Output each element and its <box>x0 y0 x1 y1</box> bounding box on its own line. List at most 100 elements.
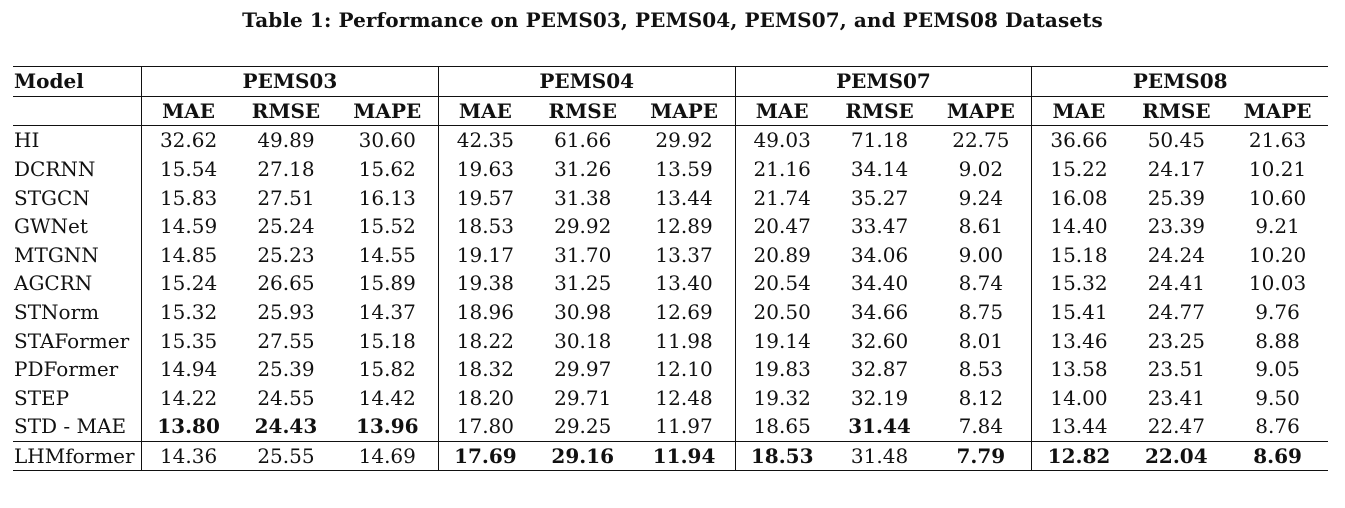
metric-header-mae: MAE <box>141 96 236 126</box>
metric-header-rmse: RMSE <box>1142 98 1211 123</box>
metric-value-cell: 15.32 <box>1031 269 1126 298</box>
metric-value-cell: 31.48 <box>850 444 909 469</box>
dataset-header-pems04: PEMS04 <box>437 66 736 97</box>
model-column-header-blank <box>13 96 142 126</box>
metric-value-cell: 17.80 <box>437 412 532 442</box>
metric-value-cell: 8.88 <box>1255 328 1300 353</box>
metric-value-cell: 25.93 <box>257 300 315 325</box>
model-name-cell: HI <box>14 128 40 153</box>
metric-value-cell: 20.50 <box>734 297 829 327</box>
metric-value-cell: 24.43 <box>254 414 318 439</box>
metric-value-cell: 14.55 <box>358 242 416 267</box>
dataset-header-pems03: PEMS03 <box>141 66 439 97</box>
model-name-cell: MTGNN <box>14 242 99 267</box>
model-name-cell: STD - MAE <box>14 414 127 439</box>
metric-value-cell: 31.25 <box>554 271 612 296</box>
metric-value-cell: 8.76 <box>1255 414 1300 439</box>
metric-value-cell: 34.40 <box>850 271 909 296</box>
metric-value-cell: 30.98 <box>554 300 612 325</box>
metric-value-cell: 13.58 <box>1031 354 1126 384</box>
metric-value-cell: 14.69 <box>358 444 416 469</box>
metric-value-cell: 27.55 <box>257 328 315 353</box>
metric-value-cell: 15.32 <box>141 297 236 327</box>
metric-value-cell: 12.89 <box>655 214 713 239</box>
metric-value-cell: 11.97 <box>655 414 713 439</box>
metric-value-cell: 34.06 <box>850 242 909 267</box>
metric-value-cell: 32.62 <box>141 125 236 155</box>
metric-value-cell: 24.17 <box>1147 157 1205 182</box>
metric-value-cell: 8.74 <box>958 271 1004 296</box>
metric-value-cell: 10.03 <box>1248 271 1307 296</box>
metric-header-mape: MAPE <box>353 98 422 123</box>
metric-value-cell: 30.18 <box>554 328 612 353</box>
table-row: GWNet 14.59 25.24 15.52 18.53 29.92 12.89 20.47… <box>13 211 1328 241</box>
metric-value-cell: 23.25 <box>1147 328 1205 353</box>
metric-value-cell: 13.40 <box>655 271 713 296</box>
metric-value-cell: 25.39 <box>1147 185 1205 210</box>
metric-value-cell: 71.18 <box>850 128 909 153</box>
metric-value-cell: 29.92 <box>554 214 612 239</box>
table-row: STD - MAE 13.80 24.43 13.96 17.80 29.25 11.97 1… <box>13 412 1328 442</box>
metric-value-cell: 15.82 <box>358 357 416 382</box>
metric-header-mape: MAPE <box>650 98 719 123</box>
table-row: LHMformer 14.36 25.55 14.69 17.69 29.16 11.94 1… <box>13 441 1328 471</box>
model-name-cell: STNorm <box>14 300 100 325</box>
metric-value-cell: 19.83 <box>734 354 829 384</box>
metric-value-cell: 19.38 <box>437 269 532 298</box>
metric-value-cell: 13.46 <box>1031 326 1126 355</box>
metric-value-cell: 19.14 <box>734 326 829 355</box>
table-row: PDFormer 14.94 25.39 15.82 18.32 29.97 12.10 19… <box>13 354 1328 384</box>
metric-value-cell: 9.21 <box>1255 214 1300 239</box>
metric-value-cell: 14.85 <box>141 240 236 270</box>
model-name-cell: GWNet <box>14 214 88 239</box>
metric-value-cell: 15.41 <box>1031 297 1126 327</box>
metric-value-cell: 14.94 <box>141 354 236 384</box>
metric-value-cell: 18.53 <box>437 211 532 241</box>
metric-value-cell: 18.20 <box>437 383 532 413</box>
metric-value-cell: 16.13 <box>358 185 416 210</box>
table-row: AGCRN 15.24 26.65 15.89 19.38 31.25 13.40 20.54… <box>13 269 1328 298</box>
metric-value-cell: 15.62 <box>358 157 416 182</box>
metric-value-cell: 15.52 <box>358 214 416 239</box>
metric-value-cell: 21.16 <box>734 154 829 184</box>
metric-header-mape: MAPE <box>1243 98 1312 123</box>
metric-value-cell: 14.00 <box>1031 383 1126 413</box>
table-row: DCRNN 15.54 27.18 15.62 19.63 31.26 13.59 21.16… <box>13 154 1328 184</box>
model-name-cell: STGCN <box>14 185 90 210</box>
metric-value-cell: 14.40 <box>1031 211 1126 241</box>
dataset-header-row: Model PEMS03 PEMS04 PEMS07 PEMS08 <box>13 66 1328 97</box>
metric-value-cell: 7.79 <box>956 444 1006 469</box>
metric-value-cell: 23.51 <box>1147 357 1205 382</box>
metric-value-cell: 29.97 <box>554 357 612 382</box>
metric-value-cell: 18.96 <box>437 297 532 327</box>
metric-value-cell: 15.24 <box>141 269 236 298</box>
metric-value-cell: 16.08 <box>1031 183 1126 212</box>
metric-value-cell: 26.65 <box>257 271 315 296</box>
metric-value-cell: 8.69 <box>1253 444 1302 469</box>
metric-value-cell: 20.89 <box>734 240 829 270</box>
metric-value-cell: 15.22 <box>1031 154 1126 184</box>
metric-value-cell: 32.19 <box>850 385 909 410</box>
metric-value-cell: 23.41 <box>1147 385 1205 410</box>
metric-value-cell: 24.55 <box>257 385 315 410</box>
metric-value-cell: 17.69 <box>437 441 532 471</box>
metric-value-cell: 18.65 <box>734 412 829 442</box>
metric-value-cell: 8.53 <box>958 357 1004 382</box>
metric-value-cell: 13.96 <box>355 414 419 439</box>
metric-value-cell: 31.70 <box>554 242 612 267</box>
metric-value-cell: 21.74 <box>734 183 829 212</box>
table-row: HI 32.62 49.89 30.60 42.35 61.66 29.92 49.03 71.… <box>13 125 1328 155</box>
table-row: STAFormer 15.35 27.55 15.18 18.22 30.18 11.98 1… <box>13 326 1328 355</box>
metric-value-cell: 8.01 <box>958 328 1004 353</box>
metric-value-cell: 12.48 <box>655 385 713 410</box>
model-name-cell: STEP <box>14 385 70 410</box>
model-name-cell: STAFormer <box>14 328 130 353</box>
metric-value-cell: 36.66 <box>1031 125 1126 155</box>
metric-value-cell: 29.25 <box>554 414 612 439</box>
metric-value-cell: 29.71 <box>554 385 612 410</box>
metric-value-cell: 18.22 <box>437 326 532 355</box>
metric-value-cell: 61.66 <box>554 128 612 153</box>
metric-value-cell: 15.35 <box>141 326 236 355</box>
metric-value-cell: 24.41 <box>1147 271 1205 296</box>
metric-value-cell: 24.24 <box>1147 242 1205 267</box>
